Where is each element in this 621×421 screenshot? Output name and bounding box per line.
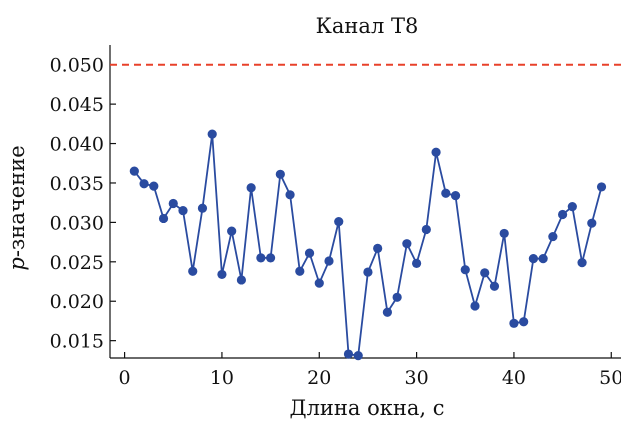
y-axis-label: p-значение	[5, 145, 29, 270]
y-axis-label-rest: -значение	[5, 145, 29, 257]
plot-area: 0.015 0.020 0.025 0.030 0.035 0.040 0.045 0.050…	[50, 45, 621, 389]
data-point	[217, 269, 227, 280]
data-point	[197, 203, 208, 213]
data-point	[295, 266, 305, 276]
data-point	[480, 268, 490, 278]
y-tick-label: 0.020	[50, 291, 104, 313]
data-point	[129, 166, 139, 176]
data-point	[168, 198, 178, 209]
data-point	[587, 218, 597, 228]
y-tick-label: 0.040	[50, 134, 104, 156]
data-point	[353, 351, 363, 361]
data-point	[528, 254, 539, 264]
data-point	[431, 147, 441, 157]
data-point	[266, 253, 276, 263]
data-point	[499, 228, 509, 239]
data-point	[236, 275, 246, 285]
data-point	[373, 243, 383, 254]
y-tick-label: 0.045	[50, 94, 104, 116]
y-tick-label: 0.050	[50, 55, 104, 77]
data-point	[149, 181, 159, 191]
data-point	[188, 266, 198, 276]
data-point	[392, 292, 402, 302]
data-point	[334, 217, 344, 227]
data-point	[324, 256, 334, 266]
chart-title: Канал T8	[316, 14, 419, 38]
data-point	[314, 278, 324, 288]
data-point	[158, 213, 169, 224]
data-point	[577, 258, 587, 268]
data-point	[178, 205, 188, 216]
x-tick-label: 40	[502, 367, 526, 389]
x-tick-label: 20	[307, 367, 331, 389]
data-point	[596, 182, 607, 192]
data-point	[509, 318, 519, 328]
y-tick-label: 0.035	[50, 173, 104, 195]
data-point	[275, 169, 285, 179]
data-point	[421, 224, 431, 235]
data-point	[139, 179, 149, 189]
x-tick-label: 50	[599, 367, 621, 389]
data-point	[441, 188, 451, 198]
x-tick-label: 0	[119, 367, 131, 389]
data-point	[382, 307, 392, 317]
x-tick-label: 10	[210, 367, 234, 389]
x-tick-label: 30	[405, 367, 429, 389]
data-point	[363, 267, 373, 277]
data-point	[343, 349, 354, 359]
data-point	[558, 209, 568, 220]
data-point	[227, 226, 237, 236]
data-point	[567, 202, 577, 212]
y-tick-label: 0.025	[50, 252, 104, 274]
data-point	[489, 281, 500, 291]
series-line	[133, 133, 603, 357]
data-point	[246, 183, 256, 193]
y-tick-label: 0.030	[50, 212, 104, 234]
data-point	[470, 301, 480, 311]
data-point	[256, 253, 266, 263]
data-point	[412, 258, 422, 268]
data-point	[304, 248, 315, 258]
data-point	[538, 254, 548, 264]
y-axis-label-italic: p	[5, 257, 29, 270]
data-point	[207, 129, 217, 139]
data-point	[450, 190, 461, 201]
data-point	[402, 239, 412, 249]
y-tick-label: 0.015	[50, 331, 104, 353]
data-point	[519, 317, 529, 327]
data-point	[285, 190, 295, 200]
data-point	[548, 231, 558, 242]
data-point	[460, 265, 470, 275]
x-axis-label: Длина окна, с	[290, 396, 445, 420]
